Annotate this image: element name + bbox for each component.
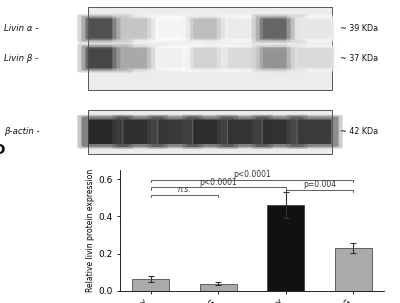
- FancyBboxPatch shape: [78, 14, 134, 43]
- FancyBboxPatch shape: [286, 14, 342, 43]
- Bar: [200, 284, 237, 291]
- Text: p=0.004: p=0.004: [303, 181, 336, 189]
- FancyBboxPatch shape: [158, 19, 192, 38]
- FancyBboxPatch shape: [193, 119, 227, 144]
- Text: β-actin -: β-actin -: [4, 127, 40, 136]
- FancyBboxPatch shape: [116, 116, 164, 147]
- FancyBboxPatch shape: [186, 116, 234, 147]
- FancyBboxPatch shape: [112, 14, 168, 43]
- FancyBboxPatch shape: [124, 119, 157, 144]
- FancyBboxPatch shape: [155, 18, 195, 40]
- FancyBboxPatch shape: [225, 18, 265, 40]
- FancyBboxPatch shape: [228, 119, 262, 144]
- FancyBboxPatch shape: [89, 48, 122, 68]
- FancyBboxPatch shape: [86, 47, 126, 69]
- FancyBboxPatch shape: [217, 14, 273, 43]
- FancyBboxPatch shape: [290, 16, 338, 42]
- Text: Livin α -: Livin α -: [4, 24, 38, 33]
- FancyBboxPatch shape: [193, 48, 227, 68]
- FancyBboxPatch shape: [260, 18, 300, 40]
- FancyBboxPatch shape: [290, 116, 338, 147]
- FancyBboxPatch shape: [217, 115, 273, 148]
- FancyBboxPatch shape: [120, 18, 160, 40]
- Text: ~ 39 KDa: ~ 39 KDa: [340, 24, 378, 33]
- FancyBboxPatch shape: [112, 44, 168, 72]
- FancyBboxPatch shape: [225, 47, 265, 69]
- Text: Livin β -: Livin β -: [4, 54, 38, 63]
- FancyBboxPatch shape: [124, 48, 157, 68]
- Bar: [88, 110, 332, 154]
- FancyBboxPatch shape: [158, 48, 192, 68]
- FancyBboxPatch shape: [190, 18, 230, 40]
- FancyBboxPatch shape: [151, 16, 199, 42]
- FancyBboxPatch shape: [182, 14, 238, 43]
- Text: p<0.0001: p<0.0001: [199, 178, 237, 187]
- Text: n.s.: n.s.: [178, 185, 191, 194]
- Bar: [132, 279, 169, 291]
- FancyBboxPatch shape: [147, 115, 203, 148]
- FancyBboxPatch shape: [147, 44, 203, 72]
- FancyBboxPatch shape: [120, 47, 160, 69]
- FancyBboxPatch shape: [286, 44, 342, 72]
- FancyBboxPatch shape: [82, 45, 130, 71]
- Bar: [335, 248, 372, 291]
- FancyBboxPatch shape: [252, 44, 308, 72]
- Text: D: D: [0, 143, 5, 157]
- FancyBboxPatch shape: [294, 47, 334, 69]
- FancyBboxPatch shape: [290, 45, 338, 71]
- FancyBboxPatch shape: [217, 44, 273, 72]
- FancyBboxPatch shape: [252, 115, 308, 148]
- FancyBboxPatch shape: [182, 115, 238, 148]
- FancyBboxPatch shape: [186, 16, 234, 42]
- FancyBboxPatch shape: [263, 19, 296, 38]
- FancyBboxPatch shape: [252, 14, 308, 43]
- FancyBboxPatch shape: [256, 16, 304, 42]
- FancyBboxPatch shape: [260, 47, 300, 69]
- FancyBboxPatch shape: [298, 19, 331, 38]
- FancyBboxPatch shape: [186, 45, 234, 71]
- FancyBboxPatch shape: [256, 116, 304, 147]
- FancyBboxPatch shape: [158, 119, 192, 144]
- FancyBboxPatch shape: [221, 16, 269, 42]
- FancyBboxPatch shape: [286, 115, 342, 148]
- Bar: [267, 205, 304, 291]
- FancyBboxPatch shape: [86, 18, 126, 40]
- FancyBboxPatch shape: [155, 47, 195, 69]
- FancyBboxPatch shape: [193, 19, 227, 38]
- Bar: [88, 7, 332, 90]
- FancyBboxPatch shape: [190, 47, 230, 69]
- FancyBboxPatch shape: [298, 119, 331, 144]
- Text: ~ 37 KDa: ~ 37 KDa: [340, 54, 378, 63]
- FancyBboxPatch shape: [89, 119, 122, 144]
- Text: ~ 42 KDa: ~ 42 KDa: [340, 127, 378, 136]
- FancyBboxPatch shape: [151, 116, 199, 147]
- FancyBboxPatch shape: [182, 44, 238, 72]
- FancyBboxPatch shape: [263, 48, 296, 68]
- Text: p<0.0001: p<0.0001: [233, 170, 271, 179]
- FancyBboxPatch shape: [221, 116, 269, 147]
- FancyBboxPatch shape: [147, 14, 203, 43]
- FancyBboxPatch shape: [294, 18, 334, 40]
- FancyBboxPatch shape: [228, 19, 262, 38]
- FancyBboxPatch shape: [221, 45, 269, 71]
- FancyBboxPatch shape: [298, 48, 331, 68]
- FancyBboxPatch shape: [112, 115, 168, 148]
- FancyBboxPatch shape: [116, 16, 164, 42]
- FancyBboxPatch shape: [82, 16, 130, 42]
- FancyBboxPatch shape: [78, 44, 134, 72]
- FancyBboxPatch shape: [228, 48, 262, 68]
- FancyBboxPatch shape: [78, 115, 134, 148]
- Y-axis label: Relative livin protein expression: Relative livin protein expression: [86, 169, 95, 292]
- FancyBboxPatch shape: [89, 19, 122, 38]
- FancyBboxPatch shape: [256, 45, 304, 71]
- FancyBboxPatch shape: [263, 119, 296, 144]
- FancyBboxPatch shape: [116, 45, 164, 71]
- FancyBboxPatch shape: [82, 116, 130, 147]
- FancyBboxPatch shape: [124, 19, 157, 38]
- FancyBboxPatch shape: [151, 45, 199, 71]
